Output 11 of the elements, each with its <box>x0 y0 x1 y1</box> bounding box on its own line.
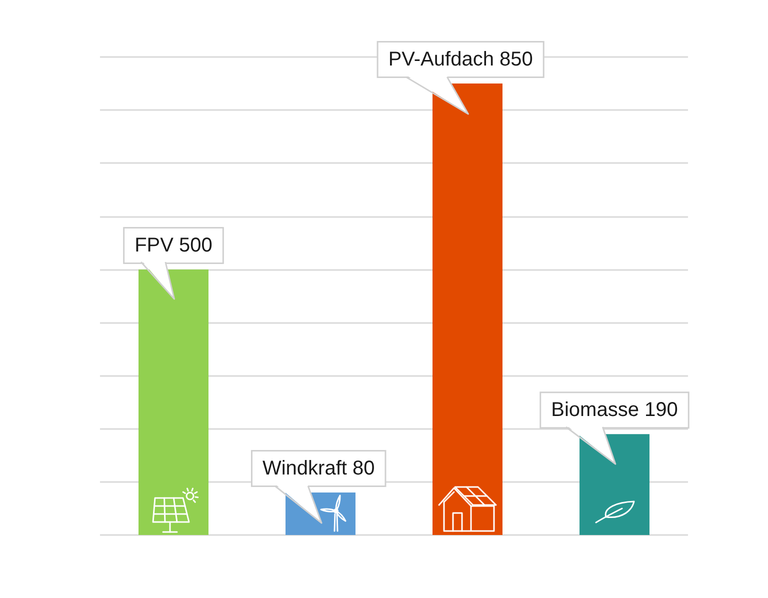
data-label: 80 <box>352 458 375 480</box>
bar <box>432 84 502 535</box>
bar <box>138 269 208 535</box>
data-label: 500 <box>179 234 212 256</box>
data-label: 850 <box>499 48 533 71</box>
data-label: 190 <box>644 399 678 422</box>
bar <box>580 434 650 535</box>
x-tick-label: FPV <box>134 234 180 256</box>
x-tick-label: Biomasse <box>551 399 645 422</box>
x-tick-label: Windkraft <box>262 458 352 480</box>
x-tick-label: PV-Aufdach <box>388 48 500 71</box>
